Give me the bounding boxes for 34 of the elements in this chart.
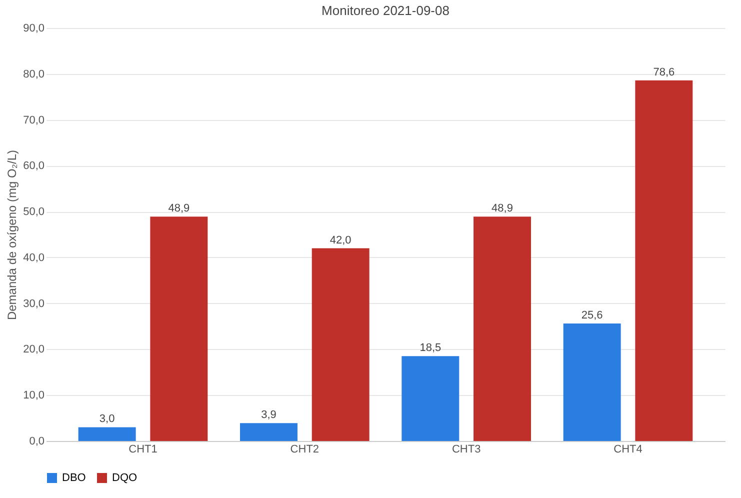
legend-label: DBO [62,472,86,484]
y-tick-label: 20,0 [23,344,44,356]
y-tick-label: 30,0 [23,298,44,310]
data-label: 3,0 [99,413,115,426]
bar [402,356,460,441]
x-tick-label: CHT1 [128,444,158,456]
data-label: 25,6 [581,310,603,322]
x-tick-label: CHT4 [614,444,642,456]
bar [635,80,693,441]
legend-label: DQO [112,472,138,484]
y-tick-label: 40,0 [23,252,44,264]
x-tick-label: CHT2 [290,444,320,456]
y-axis-title: Demanda de oxígeno (mg O₂/L) [5,150,20,320]
y-tick-label: 50,0 [23,206,44,218]
data-label: 48,9 [168,202,190,215]
bar [78,427,136,441]
bar [474,216,531,441]
y-tick-label: 70,0 [23,114,44,126]
data-label: 18,5 [420,342,442,354]
bar [150,216,208,441]
y-tick-label: 90,0 [23,22,44,34]
x-tick-label: CHT3 [452,444,481,456]
chart-title: Monitoreo 2021-09-08 [322,3,450,18]
y-tick-label: 10,0 [23,390,44,402]
y-tick-label: 60,0 [23,160,44,172]
data-label: 3,9 [261,409,276,422]
data-label: 42,0 [330,234,352,246]
bar [240,423,298,441]
bar [312,248,370,441]
y-tick-label: 80,0 [23,68,44,80]
bar [563,324,621,441]
data-label: 48,9 [492,202,513,215]
data-label: 78,6 [653,66,675,78]
y-tick-label: 0,0 [29,436,44,448]
